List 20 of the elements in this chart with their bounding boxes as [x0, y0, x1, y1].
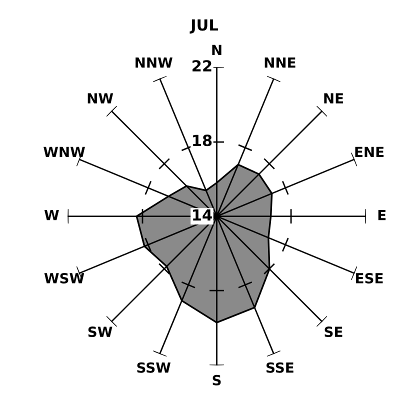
spoke-label: E: [378, 210, 386, 220]
spoke-label: ENE: [355, 146, 384, 157]
spoke-label: WNW: [44, 146, 85, 157]
spoke-label: SSE: [266, 362, 294, 373]
spoke-label: W: [44, 210, 59, 220]
spoke-label: WSW: [44, 272, 84, 284]
spoke-label: SW: [88, 326, 112, 338]
spoke-label: SE: [324, 326, 342, 338]
spoke-label: SSW: [137, 362, 171, 373]
spoke-label: NNE: [264, 58, 296, 68]
spoke-label: NE: [324, 93, 344, 104]
spoke-label: N: [212, 44, 222, 56]
spoke-label: ESE: [356, 272, 383, 284]
chart-title: JUL: [190, 19, 218, 34]
y-tick-label: 18: [193, 134, 212, 146]
spoke-label: NW: [88, 93, 114, 104]
spoke-label: NNW: [136, 58, 172, 68]
spoke-label: S: [212, 374, 221, 386]
y-tick-label: 14: [193, 209, 212, 221]
y-tick-label: 22: [192, 60, 212, 72]
